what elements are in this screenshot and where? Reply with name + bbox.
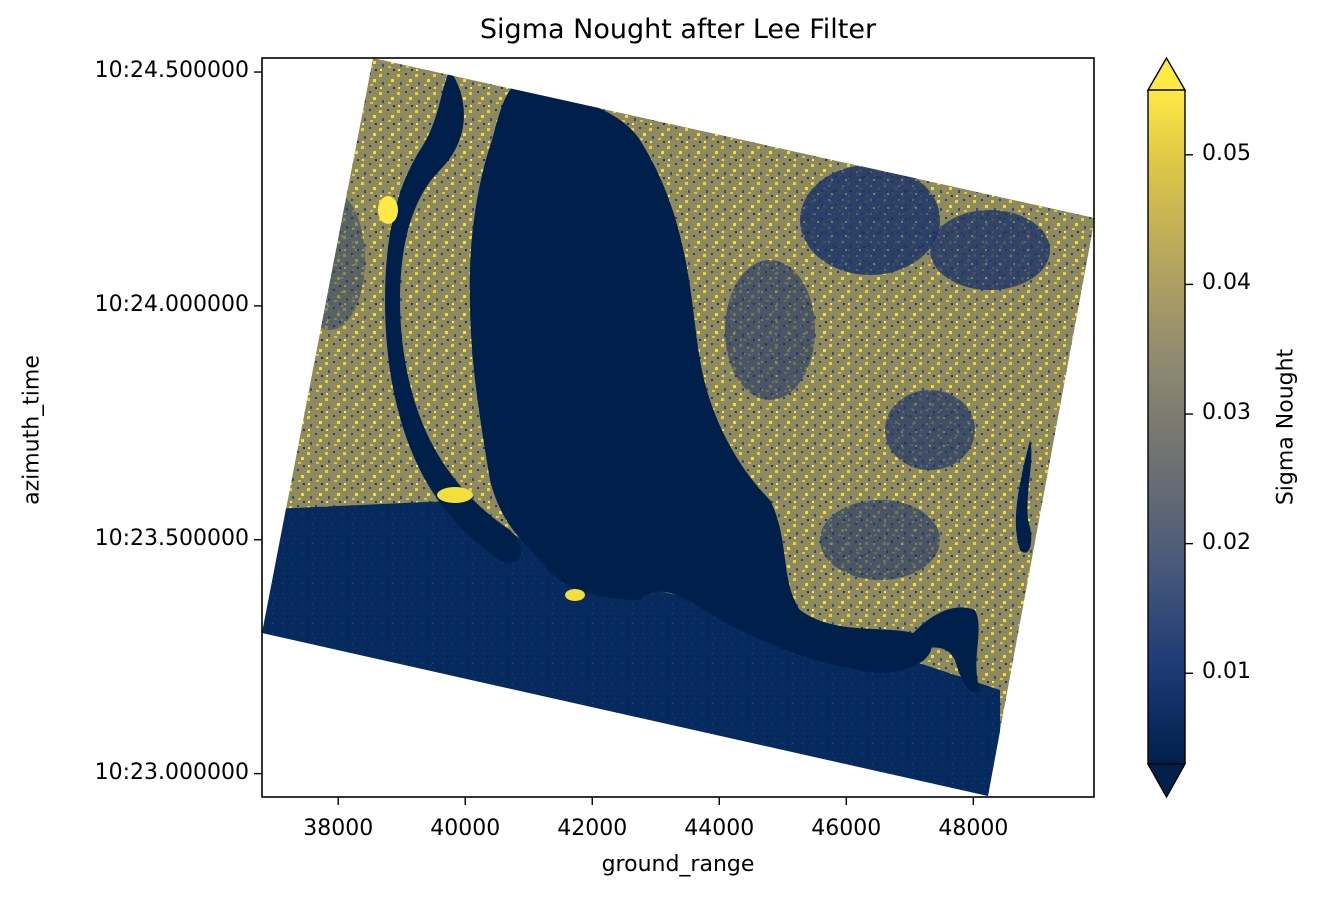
x-axis-label: ground_range [601, 852, 755, 877]
colorbar-tick-label: 0.03 [1202, 400, 1251, 426]
x-tick-label: 38000 [303, 816, 374, 841]
dark-patch [295, 190, 365, 330]
colorbar-extend-top [1146, 56, 1187, 91]
axes-frame [261, 57, 1095, 798]
y-ticks [254, 71, 262, 775]
x-tick-label: 42000 [557, 816, 628, 841]
x-tick-label: 40000 [430, 816, 501, 841]
inner-channel [535, 280, 595, 554]
colorbar-label: Sigma Nought [1273, 348, 1299, 506]
colorbar-tick-label: 0.04 [1202, 270, 1251, 296]
dark-patch [800, 165, 940, 275]
dark-patch [725, 260, 815, 400]
x-tick-label: 46000 [811, 816, 882, 841]
y-tick-label: 10:23.000000 [94, 759, 249, 785]
x-tick-label: 48000 [938, 816, 1009, 841]
colorbar [1146, 56, 1193, 799]
colorbar-ticks [1185, 154, 1193, 674]
y-tick-label: 10:24.500000 [94, 58, 249, 84]
y-tick-label: 10:24.000000 [94, 291, 249, 317]
inner-channel-2 [597, 300, 660, 564]
south-creek [900, 607, 980, 693]
colorbar-tick-label: 0.05 [1202, 140, 1251, 166]
y-tick-label: 10:23.500000 [94, 525, 249, 551]
x-tick-label: 44000 [684, 816, 755, 841]
y-axis-label: azimuth_time [19, 355, 45, 505]
east-creek [1015, 440, 1032, 553]
sar-image [262, 58, 1095, 796]
bright-spot [437, 487, 473, 503]
colorbar-tick-label: 0.01 [1202, 659, 1251, 685]
dark-patch [885, 390, 975, 470]
colorbar-tick-label: 0.02 [1202, 529, 1251, 555]
dark-patch [930, 210, 1050, 290]
bright-spot [378, 196, 398, 224]
colorbar-extend-bottom [1146, 763, 1187, 799]
chart-title: Sigma Nought after Lee Filter [479, 14, 877, 45]
west-channel [385, 70, 521, 563]
dark-patch [820, 500, 940, 580]
x-ticks [337, 797, 975, 805]
bright-spot [565, 589, 585, 601]
colorbar-body [1148, 90, 1185, 764]
